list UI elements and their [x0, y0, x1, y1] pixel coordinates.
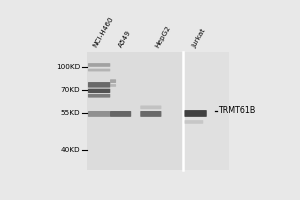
FancyBboxPatch shape [88, 63, 110, 67]
Text: 55KD: 55KD [61, 110, 80, 116]
FancyBboxPatch shape [110, 84, 116, 87]
FancyBboxPatch shape [110, 111, 131, 117]
Text: A549: A549 [117, 29, 132, 49]
FancyBboxPatch shape [140, 105, 161, 109]
Text: HepG2: HepG2 [154, 24, 172, 49]
Text: 100KD: 100KD [56, 64, 80, 70]
FancyBboxPatch shape [88, 111, 110, 117]
FancyBboxPatch shape [88, 69, 110, 71]
Text: 70KD: 70KD [61, 87, 80, 93]
FancyBboxPatch shape [88, 89, 110, 93]
FancyBboxPatch shape [184, 120, 203, 124]
Text: NCI-H460: NCI-H460 [92, 16, 114, 49]
FancyBboxPatch shape [88, 82, 110, 88]
FancyBboxPatch shape [88, 94, 110, 98]
Text: Jurkat: Jurkat [192, 27, 207, 49]
Text: TRMT61B: TRMT61B [218, 106, 255, 115]
FancyBboxPatch shape [184, 110, 207, 117]
FancyBboxPatch shape [110, 79, 116, 83]
Bar [183, 52, 229, 170]
FancyBboxPatch shape [140, 111, 161, 117]
Bar [88, 52, 183, 170]
Text: 40KD: 40KD [61, 147, 80, 153]
